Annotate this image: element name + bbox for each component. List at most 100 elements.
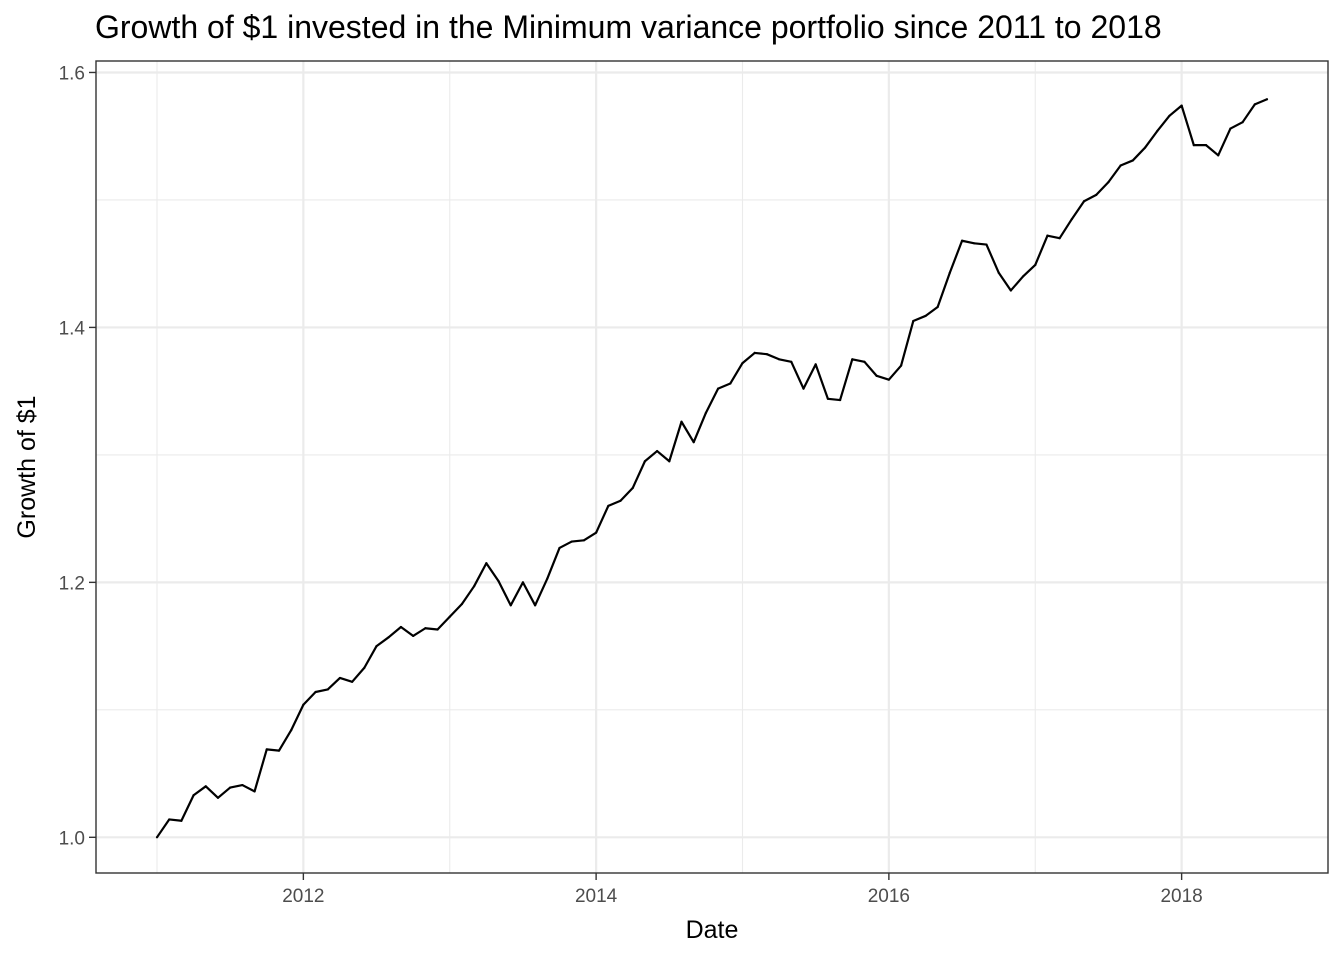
data-point (619, 499, 622, 502)
data-point (314, 690, 317, 694)
data-point (1082, 200, 1086, 203)
data-point (387, 636, 390, 639)
minor-gridlines (96, 61, 1328, 873)
data-point (1009, 289, 1012, 292)
data-point (216, 796, 220, 799)
y-tick-label: 1.6 (59, 63, 85, 84)
data-point (790, 360, 793, 363)
data-point (241, 783, 244, 787)
data-point (729, 382, 732, 385)
data-point (1034, 263, 1037, 267)
data-point (582, 539, 586, 542)
data-point (607, 504, 610, 507)
x-tick-label: 2016 (868, 886, 910, 907)
data-point (448, 615, 451, 618)
data-point (399, 625, 403, 629)
data-point (534, 604, 537, 607)
data-point (436, 628, 439, 631)
data-point (643, 460, 647, 463)
data-point (1046, 234, 1049, 237)
data-point (1070, 217, 1073, 221)
data-point (180, 819, 183, 822)
data-point (680, 420, 683, 423)
x-tick-label: 2014 (575, 886, 618, 907)
data-point (1229, 127, 1232, 130)
data-point (412, 634, 415, 638)
data-point (1180, 104, 1183, 107)
data-point (656, 449, 659, 453)
x-axis-title: Date (686, 916, 739, 944)
x-tick-label: 2018 (1160, 886, 1202, 907)
y-axis-title: Growth of $1 (13, 395, 41, 538)
data-point (375, 645, 378, 648)
series-line (156, 98, 1268, 838)
data-point (473, 585, 476, 588)
data-point (155, 836, 159, 839)
data-point (509, 604, 512, 607)
data-point (485, 562, 488, 565)
y-axis: 1.0 1.2 1.4 1.6 (59, 63, 96, 849)
data-point (546, 577, 549, 580)
data-point (960, 239, 964, 242)
data-point (814, 363, 817, 366)
data-point (765, 353, 768, 356)
data-point (1119, 164, 1122, 167)
data-point (1204, 144, 1208, 147)
data-point (851, 358, 854, 361)
data-point (997, 271, 1000, 274)
data-point (363, 666, 366, 669)
data-point (802, 387, 805, 390)
data-point (1265, 98, 1269, 101)
data-point (912, 319, 915, 323)
y-tick-label: 1.4 (59, 318, 86, 339)
data-point (924, 314, 927, 318)
data-point (899, 364, 903, 367)
data-point (351, 680, 354, 683)
data-point (253, 790, 256, 793)
y-tick-label: 1.2 (59, 573, 85, 594)
data-point (631, 486, 634, 490)
data-point (497, 579, 500, 583)
data-point (1107, 181, 1110, 184)
data-point (887, 378, 890, 381)
data-point (948, 271, 951, 274)
data-point (1192, 144, 1195, 147)
data-point (777, 358, 781, 361)
data-point (838, 398, 842, 402)
data-point (1021, 275, 1025, 278)
y-tick-label: 1.0 (59, 828, 85, 849)
data-point (338, 676, 342, 680)
data-point (204, 785, 207, 788)
data-point (1241, 121, 1244, 124)
plot-panel-border (95, 60, 1329, 874)
data-point (875, 374, 878, 377)
data-point (558, 546, 561, 550)
data-point (229, 786, 232, 789)
data-point (265, 748, 268, 751)
data-point (753, 351, 756, 355)
data-point (741, 362, 744, 365)
data-point (717, 387, 720, 390)
data-point (668, 460, 671, 463)
data-point (1143, 146, 1147, 149)
major-gridlines (96, 61, 1328, 873)
data-point (692, 441, 695, 444)
data-point (1168, 114, 1171, 117)
data-point (985, 243, 988, 246)
x-tick-label: 2012 (282, 886, 324, 907)
data-point (521, 581, 525, 584)
data-point (168, 818, 171, 821)
data-point (863, 360, 866, 363)
x-axis: 2012 2014 2016 2018 (282, 873, 1203, 907)
data-point (326, 688, 329, 691)
data-point (1156, 130, 1159, 133)
data-point (1131, 159, 1134, 162)
data-point (570, 540, 573, 543)
data-point (1095, 193, 1098, 196)
data-point (704, 411, 708, 414)
data-point (595, 531, 598, 534)
data-point (936, 305, 939, 309)
data-point (302, 703, 305, 706)
data-point (1253, 103, 1256, 106)
